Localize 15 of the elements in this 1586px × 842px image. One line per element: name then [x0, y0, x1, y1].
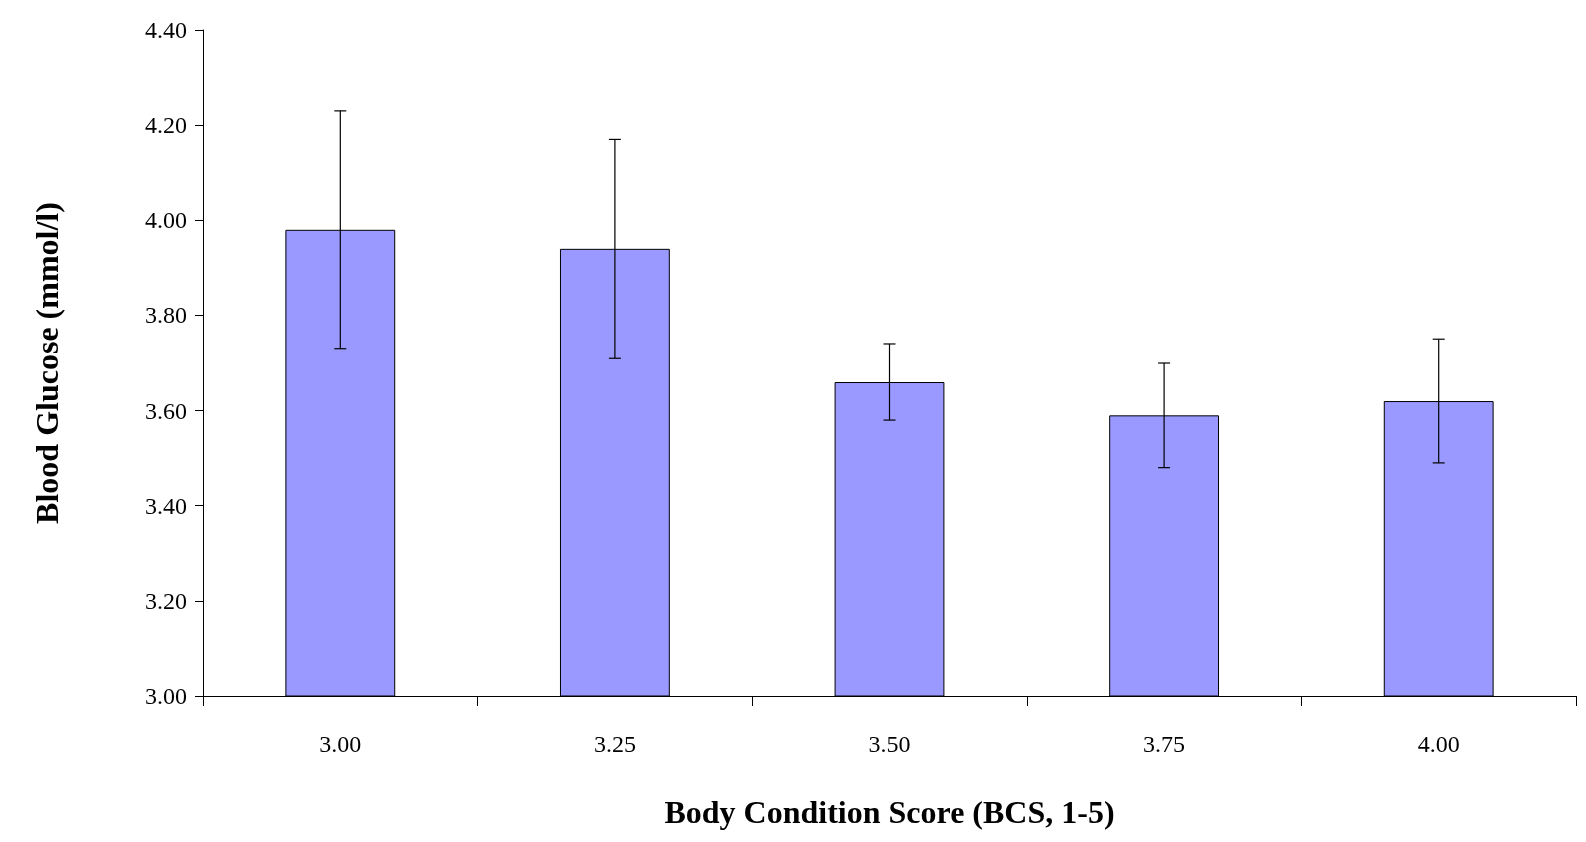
y-tick-label: 3.80	[145, 302, 187, 329]
y-axis-title: Blood Glucose (mmol/l)	[29, 202, 65, 524]
x-tick-label: 4.00	[1417, 731, 1460, 757]
y-tick-label: 3.40	[145, 492, 187, 519]
x-tick-label: 3.50	[868, 731, 911, 757]
y-tick-label: 4.00	[145, 207, 187, 234]
y-tick-label: 3.60	[145, 397, 187, 424]
x-tick-label: 3.75	[1143, 731, 1186, 757]
y-tick-label: 4.40	[145, 17, 187, 43]
x-tick-label: 3.25	[593, 731, 636, 757]
x-tick-label: 3.00	[319, 731, 362, 757]
x-axis-title: Body Condition Score (BCS, 1-5)	[664, 794, 1115, 830]
y-tick-label: 3.20	[145, 587, 187, 614]
y-tick-label: 3.00	[145, 683, 187, 709]
y-tick-label: 4.20	[145, 112, 187, 139]
